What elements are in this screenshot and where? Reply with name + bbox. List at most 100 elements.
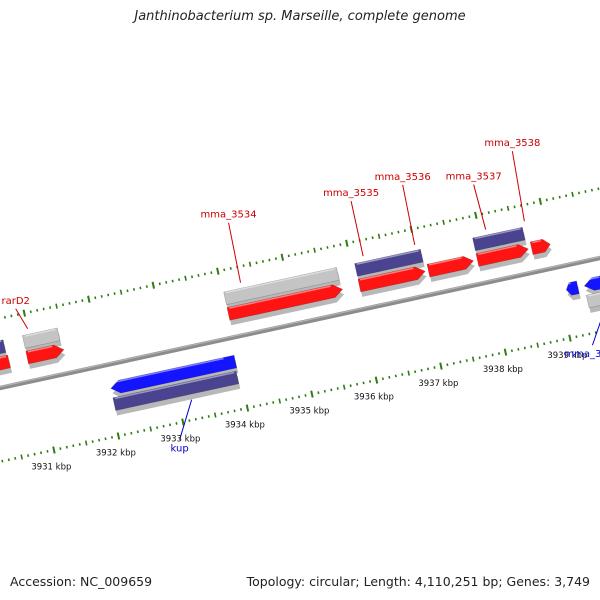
tick-mark: [317, 391, 320, 395]
tick-mark: [274, 257, 277, 261]
gene-feature: [0, 354, 11, 371]
leader-line: [350, 201, 364, 257]
tick-mark: [506, 205, 510, 211]
tick-mark: [280, 253, 285, 261]
axis-label: 3933 kbp: [160, 435, 200, 445]
leader-line: [591, 321, 600, 346]
gene-highlight: [478, 245, 517, 255]
backbone-highlight: [0, 256, 600, 388]
gene-feature: [472, 226, 526, 252]
gene-highlight: [225, 268, 335, 294]
tick-mark: [374, 376, 379, 384]
tick-mark: [339, 243, 342, 247]
tick-mark: [319, 247, 323, 251]
tick-mark: [139, 286, 142, 290]
tick-mark: [162, 424, 165, 428]
tick-mark: [590, 188, 593, 192]
tick-mark: [401, 373, 404, 376]
tick-mark: [87, 295, 91, 303]
tick-mark: [27, 454, 30, 457]
axis-labels: 3931 kbp 3932 kbp 3933 kbp 3934 kbp 3935 kbp…: [31, 351, 587, 473]
tick-mark: [84, 440, 88, 446]
tick-mark: [216, 267, 220, 275]
axis-label: 3931 kbp: [31, 463, 71, 473]
axis-label: 3937 kbp: [418, 379, 458, 389]
tick-mark: [423, 225, 426, 228]
tick-mark: [16, 313, 19, 316]
tick-mark: [190, 275, 194, 279]
tick-mark: [433, 366, 436, 369]
tick-mark: [178, 278, 181, 282]
axis-label: 3939 kbp: [547, 351, 587, 361]
tick-mark: [55, 303, 58, 309]
tick-marks: [1, 187, 600, 463]
gene-feature: [354, 248, 424, 277]
tick-mark: [194, 417, 197, 421]
tick-mark: [365, 237, 368, 241]
gene-highlight: [27, 345, 53, 353]
backbone-line: [0, 255, 600, 391]
gene-label-mma_3534: mma_3534: [201, 210, 257, 221]
tick-mark: [175, 422, 178, 425]
tick-mark: [285, 398, 288, 402]
tick-mark: [36, 308, 39, 312]
tick-mark: [455, 218, 458, 221]
tick-mark: [298, 395, 301, 399]
tick-mark: [197, 274, 200, 277]
tick-mark: [474, 211, 478, 219]
tick-mark: [310, 390, 314, 398]
tick-mark: [332, 244, 335, 248]
tick-mark: [416, 226, 419, 230]
tick-mark: [485, 354, 488, 358]
gene-feature: [426, 256, 474, 278]
tick-mark: [503, 348, 508, 356]
tick-mark: [377, 233, 381, 239]
tick-mark: [394, 374, 397, 378]
tick-mark: [452, 361, 455, 365]
tick-mark: [213, 412, 217, 418]
tick-mark: [381, 377, 384, 381]
gene-feature: [22, 327, 61, 349]
tick-mark: [403, 229, 406, 233]
tick-mark: [181, 418, 185, 426]
gene-feature: [223, 267, 340, 306]
gene-highlight: [359, 267, 414, 281]
tick-mark: [287, 254, 290, 258]
leader-line: [179, 399, 193, 440]
tick-mark: [223, 268, 226, 272]
genome-summary: Topology: circular; Length: 4,110,251 bp…: [246, 574, 590, 589]
tick-mark: [151, 281, 156, 289]
tick-mark: [184, 275, 187, 281]
tick-mark: [478, 356, 481, 360]
tick-mark: [291, 396, 294, 400]
gene-feature: [357, 266, 426, 293]
gene-feature: [583, 275, 600, 291]
tick-mark: [517, 347, 520, 351]
tick-mark: [294, 253, 297, 256]
tick-mark: [326, 246, 329, 249]
tick-mark: [300, 251, 303, 255]
tick-mark: [123, 433, 126, 436]
axis-label: 3934 kbp: [225, 421, 265, 431]
tick-mark: [49, 306, 52, 309]
tick-mark: [126, 289, 129, 293]
tick-mark: [487, 211, 490, 214]
tick-mark: [549, 340, 552, 344]
tick-mark: [368, 380, 372, 383]
tick-mark: [248, 261, 252, 267]
tick-mark: [388, 375, 391, 379]
leader-line: [473, 184, 487, 230]
tick-mark: [414, 370, 417, 374]
tick-mark: [390, 232, 394, 235]
tick-mark: [207, 415, 210, 418]
tick-mark: [565, 194, 568, 198]
axis-label: 3936 kbp: [354, 393, 394, 403]
axis-label: 3935 kbp: [289, 407, 329, 417]
gene-feature: [226, 284, 344, 321]
label-leader-lines: [15, 151, 600, 440]
tick-mark: [429, 223, 432, 227]
tick-mark: [352, 240, 355, 244]
tick-mark: [500, 208, 503, 212]
tick-mark: [543, 342, 546, 346]
tick-mark: [588, 332, 591, 336]
